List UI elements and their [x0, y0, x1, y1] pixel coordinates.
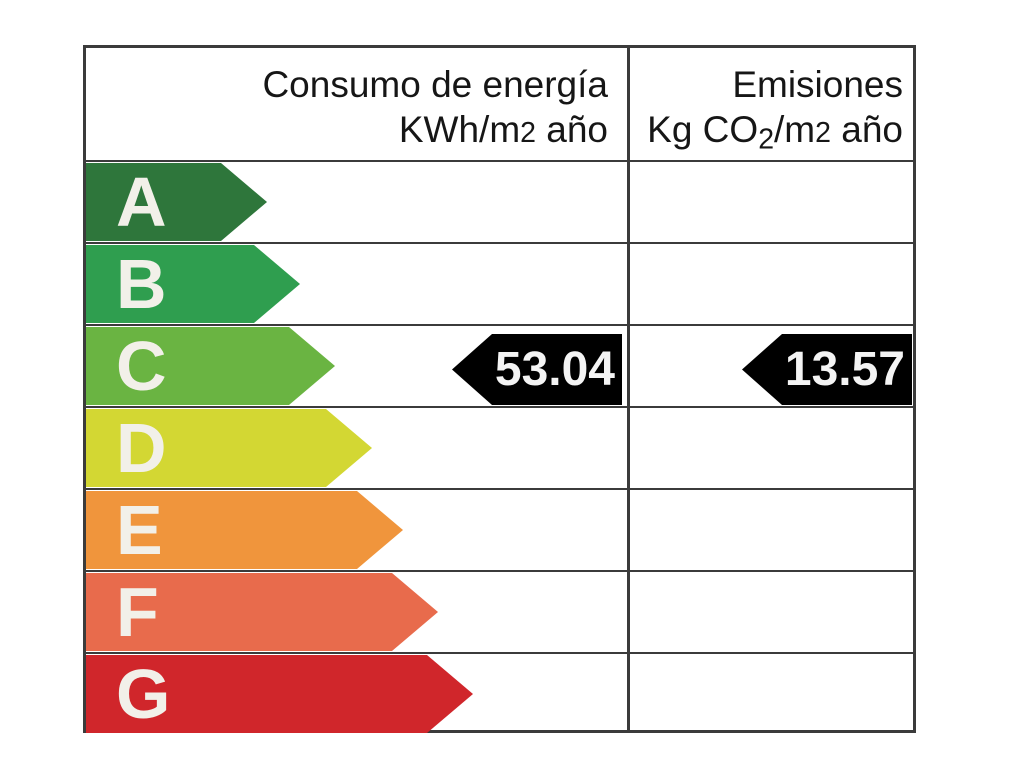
rating-arrow: G: [86, 655, 473, 733]
rating-letter: E: [116, 491, 163, 569]
consumption-header-line1: Consumo de energía: [262, 64, 608, 105]
emissions-header-line1: Emisiones: [732, 64, 903, 105]
consumption-header-line2: KWh/m2 año: [398, 109, 608, 150]
rating-letter: G: [116, 655, 171, 733]
rating-arrow: D: [86, 409, 372, 487]
rating-letter: B: [116, 245, 167, 323]
consumption-value-marker: 53.04: [452, 334, 622, 405]
rating-row: F: [86, 570, 913, 652]
rating-table: Consumo de energía KWh/m2 año Emisiones …: [83, 45, 916, 733]
rating-row: E: [86, 488, 913, 570]
rating-row: G: [86, 652, 913, 734]
rating-arrow: B: [86, 245, 300, 323]
rating-row: B: [86, 242, 913, 324]
rating-arrow: E: [86, 491, 403, 569]
rating-row: D: [86, 406, 913, 488]
emissions-header: Emisiones Kg CO2/m2 año: [637, 62, 903, 162]
rating-letter: C: [116, 327, 167, 405]
column-divider: [627, 48, 630, 730]
consumption-value: 53.04: [494, 343, 615, 396]
emissions-value: 13.57: [784, 343, 905, 396]
rating-arrow: C: [86, 327, 335, 405]
rating-letter: F: [116, 573, 159, 651]
rating-letter: A: [116, 163, 167, 241]
rating-rows: A B C D E F G: [86, 160, 913, 734]
rating-row: A: [86, 160, 913, 242]
consumption-header: Consumo de energía KWh/m2 año: [86, 62, 608, 156]
rating-arrow: A: [86, 163, 267, 241]
rating-letter: D: [116, 409, 167, 487]
emissions-value-marker: 13.57: [742, 334, 912, 405]
emissions-header-line2: Kg CO2/m2 año: [647, 109, 903, 156]
rating-row: C: [86, 324, 913, 406]
rating-arrow: F: [86, 573, 438, 651]
